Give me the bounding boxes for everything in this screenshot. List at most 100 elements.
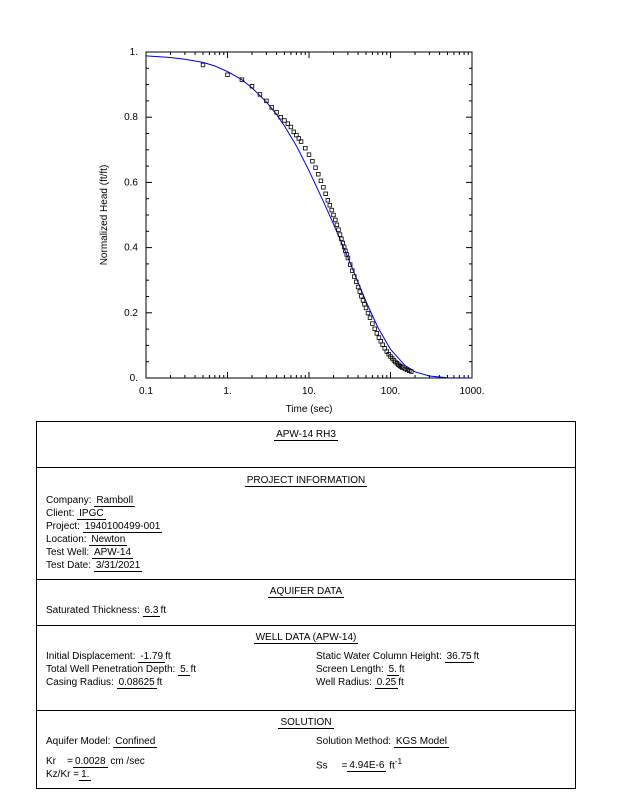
data-point: [264, 98, 269, 104]
data-point: [360, 298, 366, 303]
data-point: [336, 227, 341, 232]
data-point: [362, 302, 367, 307]
data-point: [225, 72, 230, 77]
data-point: [355, 284, 361, 290]
data-point: [367, 315, 373, 320]
data-point: [303, 145, 308, 151]
data-point: [296, 136, 301, 141]
data-point: [333, 217, 338, 223]
data-point: [350, 268, 355, 273]
aquifer-data-section: AQUIFER DATA Saturated Thickness: 6.3 ft: [37, 580, 575, 626]
data-point: [288, 124, 294, 130]
data-point: [370, 321, 375, 326]
type-curve-line: [145, 55, 473, 379]
saturated-thickness-row: Saturated Thickness: 6.3 ft: [46, 605, 167, 617]
x-tick-label: 0.1: [139, 386, 153, 397]
y-axis-label: Normalized Head (ft/ft): [99, 165, 110, 266]
data-point: [329, 207, 334, 213]
project-value: 1940100499-001: [82, 521, 163, 533]
data-point: [400, 365, 405, 370]
data-point: [331, 212, 336, 218]
y-tick-label: 0.: [130, 373, 138, 384]
test-date-row: Test Date: 3/31/2021: [46, 560, 143, 572]
project-info-heading: PROJECT INFORMATION: [244, 475, 368, 487]
initial-displacement-row: Initial Displacement: -1.79 ft: [46, 651, 171, 663]
solution-heading: SOLUTION: [278, 717, 334, 729]
data-point: [278, 115, 283, 120]
kr-row: Kr = 0.0028 cm /sec: [46, 756, 145, 768]
data-point: [310, 158, 315, 164]
data-point: [325, 198, 330, 203]
y-tick-label: 0.6: [124, 177, 138, 188]
well-data-section: WELL DATA (APW-14) Initial Displacement:…: [37, 626, 575, 711]
data-point: [394, 361, 400, 366]
data-point: [291, 129, 296, 135]
data-point: [378, 338, 383, 344]
y-tick-label: 1.: [130, 47, 138, 58]
plot-area: [145, 51, 473, 379]
ss-value: 4.94E-6: [347, 760, 387, 773]
data-point: [352, 274, 357, 279]
x-tick-label: 100.: [381, 386, 400, 397]
data-point: [294, 132, 299, 138]
data-point: [347, 262, 353, 267]
aquifer-model-row: Aquifer Model: Confined: [46, 736, 158, 748]
data-point: [363, 305, 369, 311]
well-radius-row: Well Radius: 0.25 ft: [316, 677, 404, 689]
data-point: [318, 178, 324, 183]
y-tick-label: 0.8: [124, 112, 138, 123]
report-title: APW-14 RH3: [274, 429, 338, 441]
data-point: [380, 342, 385, 347]
kr-value: 0.0028: [72, 756, 108, 768]
penetration-depth-row: Total Well Penetration Depth: 5. ft: [46, 664, 197, 676]
test-well-value: APW-14: [91, 547, 134, 559]
data-point: [327, 202, 332, 208]
x-axis-label: Time (sec): [286, 404, 333, 415]
data-point: [285, 121, 290, 126]
screen-length-row: Screen Length: 5. ft: [316, 664, 405, 676]
data-point: [282, 118, 287, 123]
saturated-thickness-value: 6.3: [142, 605, 161, 617]
data-point: [249, 84, 255, 89]
company-row: Company: Ramboll: [46, 495, 136, 507]
data-point: [337, 232, 343, 237]
report-panel: APW-14 RH3 PROJECT INFORMATION Company: …: [36, 421, 576, 789]
data-point: [298, 139, 304, 144]
report-title-section: APW-14 RH3: [37, 422, 575, 468]
project-row: Project: 1940100499-001: [46, 521, 163, 533]
x-tick-label: 10.: [302, 386, 316, 397]
location-row: Location: Newton: [46, 534, 128, 546]
client-value: IPGC: [77, 508, 106, 520]
location-value: Newton: [89, 534, 128, 546]
data-point: [306, 152, 312, 157]
data-point: [357, 289, 362, 294]
y-tick-label: 0.4: [124, 243, 138, 254]
test-date-value: 3/31/2021: [93, 560, 143, 572]
ss-row: Ss = 4.94E-6 ft-1: [316, 756, 403, 773]
static-water-column-row: Static Water Column Height: 36.75 ft: [316, 651, 480, 663]
data-point: [404, 367, 410, 373]
y-tick-label: 0.2: [124, 308, 138, 319]
x-tick-label: 1000.: [459, 386, 484, 397]
aquifer-model-value: Confined: [113, 736, 158, 748]
data-point: [323, 191, 328, 196]
data-point: [365, 310, 371, 316]
client-row: Client: IPGC: [46, 508, 106, 520]
project-info-section: PROJECT INFORMATION Company: Ramboll Cli…: [37, 468, 575, 580]
data-point: [345, 255, 351, 261]
data-point: [269, 105, 274, 110]
aquifer-data-heading: AQUIFER DATA: [267, 586, 345, 598]
solution-section: SOLUTION Aquifer Model: Confined Solutio…: [37, 711, 575, 790]
data-point: [372, 326, 377, 331]
solution-method-value: KGS Model: [393, 736, 449, 748]
data-point: [359, 293, 364, 299]
x-tick-label: 1.: [223, 386, 231, 397]
kzkr-row: Kz/Kr = 1.: [46, 769, 92, 781]
data-point: [257, 92, 263, 97]
chart: 0.1 1. 10. 100. 1000. 0. 0.2 0.4 0.6 0.8 1. Time (…: [99, 47, 485, 415]
solution-method-row: Solution Method: KGS Model: [316, 736, 449, 748]
casing-radius-row: Casing Radius: 0.08625 ft: [46, 677, 163, 689]
data-point: [274, 110, 279, 115]
data-point: [313, 165, 318, 170]
data-point: [316, 171, 321, 177]
